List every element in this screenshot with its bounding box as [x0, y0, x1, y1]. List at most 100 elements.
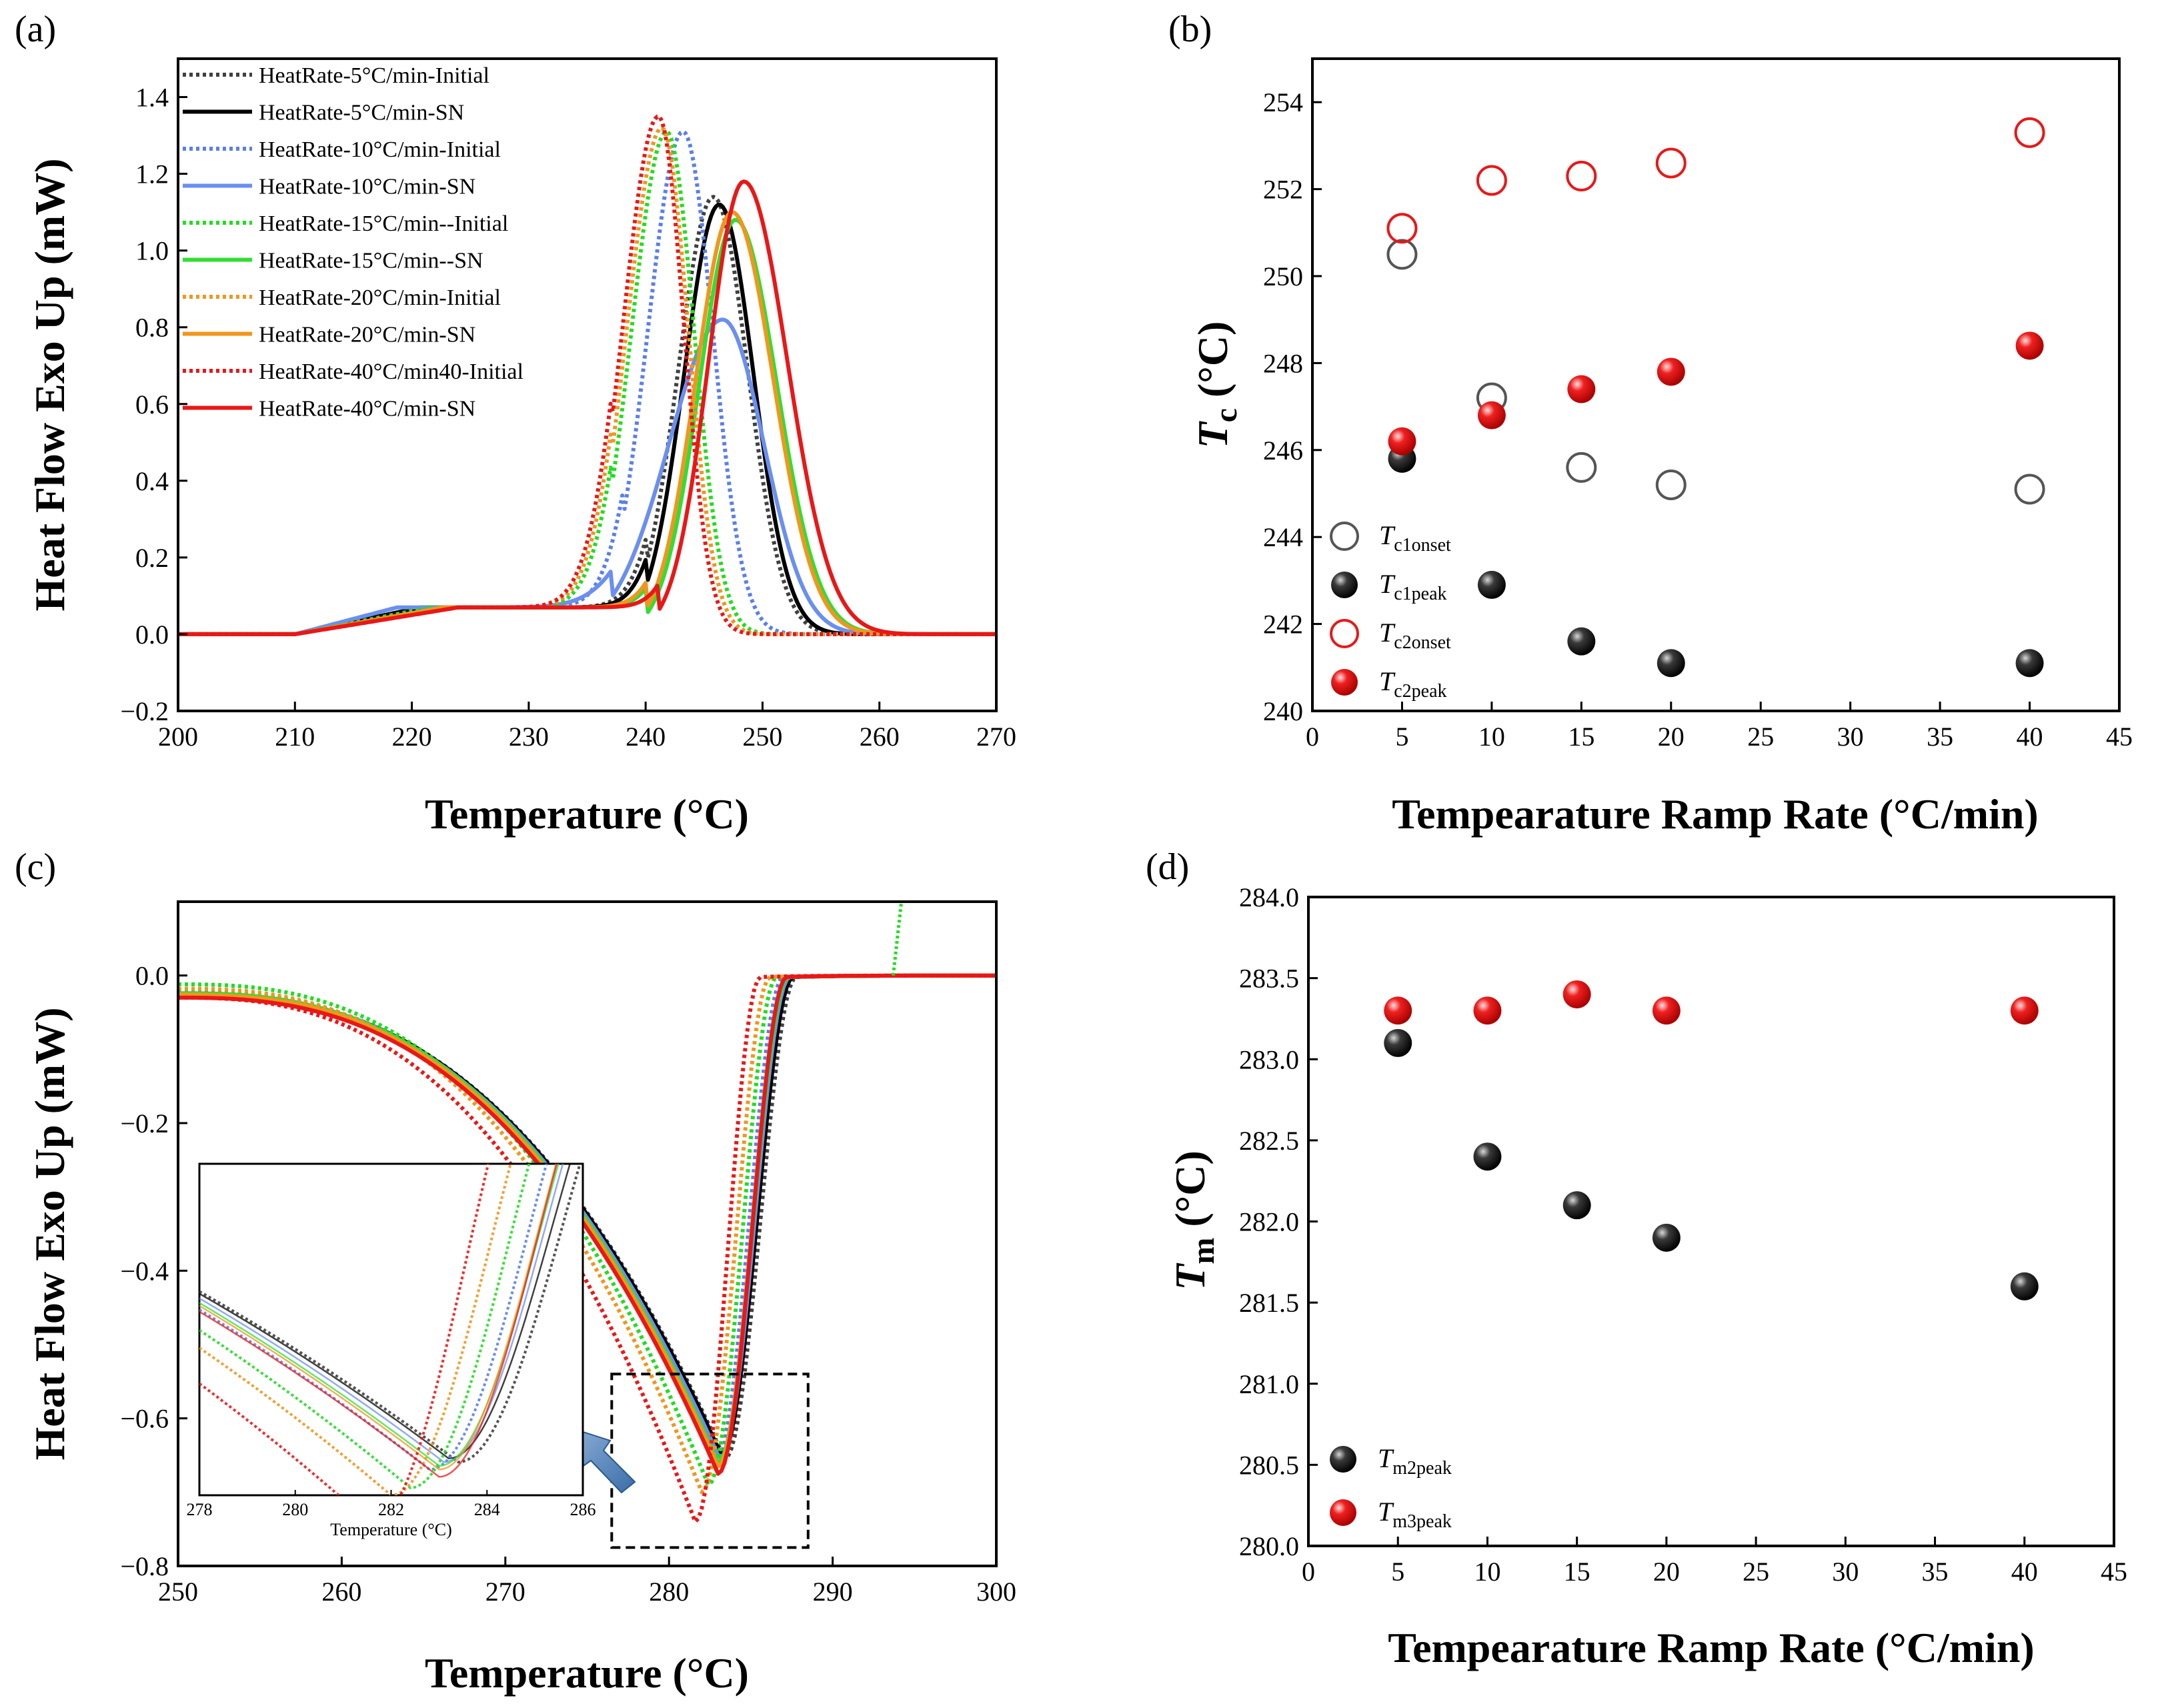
- panel-label-b: (b): [1168, 9, 1212, 50]
- y-tick-label: −0.4: [120, 1256, 169, 1286]
- legend-label: Tc1peak: [1379, 569, 1447, 604]
- data-point: [1652, 1223, 1681, 1252]
- x-tick-label: 280: [649, 1577, 689, 1607]
- x-tick-label: 0: [1302, 1557, 1315, 1587]
- panel-label-a: (a): [15, 9, 56, 50]
- series-line: [178, 973, 996, 1495]
- x-tick-label: 10: [1474, 1557, 1500, 1587]
- legend-marker: [1331, 669, 1358, 696]
- panel-c-x-ticks: 250 260 270 280 290 300: [158, 1557, 1016, 1607]
- y-tick-label: 281.0: [1239, 1369, 1299, 1399]
- x-tick-label: 230: [509, 722, 549, 752]
- legend-label: HeatRate-15°C/min--Initial: [259, 211, 508, 236]
- panel-d-x-axis-title: Tempearature Ramp Rate (°C/min): [1388, 1624, 2034, 1671]
- panel-b-y-axis-subscript: c: [1208, 408, 1244, 422]
- y-tick-label: 0.8: [135, 313, 169, 343]
- data-point: [1657, 649, 1685, 678]
- legend-marker: [1331, 572, 1358, 598]
- y-tick-label: 280.0: [1239, 1531, 1299, 1561]
- panel-b-y-axis-symbol: T: [1189, 420, 1236, 448]
- panel-d: 0 5 10 15 20 25 30 35 40 45 280.0280.5281.0281.52…: [1166, 882, 2127, 1671]
- data-point: [1562, 1191, 1591, 1220]
- data-point: [2010, 1272, 2039, 1301]
- x-tick-label: 5: [1395, 722, 1408, 752]
- panel-d-points: [1384, 980, 2039, 1301]
- y-tick-label: −0.6: [120, 1404, 169, 1434]
- y-tick-label: 281.5: [1239, 1288, 1299, 1318]
- panel-a-x-axis-title: Temperature (°C): [425, 790, 749, 838]
- x-tick-label: 250: [742, 722, 782, 752]
- data-point: [1473, 1142, 1502, 1171]
- data-point: [1388, 427, 1416, 456]
- legend-label: HeatRate-20°C/min-Initial: [259, 285, 501, 310]
- data-point: [1657, 357, 1685, 386]
- legend-label: HeatRate-10°C/min-Initial: [259, 137, 501, 162]
- x-tick-label: 20: [1653, 1557, 1680, 1587]
- panel-d-y-axis-title: Tm (°C): [1166, 1150, 1221, 1291]
- x-tick-label: 15: [1568, 722, 1594, 752]
- panel-c: 278 280 282 284 286 Temperature (°C) 250 260 27…: [26, 900, 1016, 1697]
- legend-label: Tc2onset: [1379, 618, 1451, 653]
- x-tick-label: 35: [1927, 722, 1953, 752]
- y-tick-label: 254: [1263, 87, 1303, 117]
- data-point: [1655, 147, 1687, 179]
- x-tick-label: 25: [1747, 722, 1774, 752]
- inset-series-line: [199, 1164, 558, 1471]
- panel-c-y-ticks: −0.8 −0.6 −0.4 −0.2 0.0: [120, 961, 187, 1581]
- data-point: [1386, 213, 1418, 244]
- x-tick-label: 35: [1922, 1557, 1949, 1587]
- legend-subscript: m2peak: [1392, 1458, 1452, 1479]
- y-tick-label: 1.0: [135, 236, 169, 266]
- panel-d-y-axis-subscript: m: [1186, 1238, 1221, 1264]
- data-point: [2015, 649, 2044, 678]
- legend-marker: [1330, 1499, 1356, 1526]
- panel-c-frame: [177, 900, 998, 1567]
- panel-a-frame: [177, 57, 998, 712]
- inset-x-axis-title: Temperature (°C): [330, 1520, 452, 1539]
- x-tick-label: 20: [1658, 722, 1685, 752]
- y-tick-label: 242: [1263, 610, 1303, 640]
- panel-d-y-axis-unit: (°C): [1166, 1150, 1214, 1237]
- data-point: [1652, 996, 1681, 1025]
- x-tick-label: 240: [626, 722, 666, 752]
- data-point: [2014, 117, 2045, 148]
- x-tick-label: 260: [321, 1577, 361, 1607]
- x-tick-label: 300: [976, 1577, 1016, 1607]
- legend-symbol: T: [1378, 1443, 1394, 1473]
- y-tick-label: 246: [1263, 436, 1303, 466]
- legend-subscript: c2peak: [1394, 681, 1446, 702]
- legend-label: HeatRate-20°C/min-SN: [259, 323, 475, 347]
- panel-b-x-axis-title: Tempearature Ramp Rate (°C/min): [1392, 790, 2038, 838]
- legend-subscript: c2onset: [1394, 632, 1451, 653]
- x-tick-label: 45: [2106, 722, 2133, 752]
- data-point: [1566, 452, 1597, 483]
- panel-a-x-ticks: 200 210 220 230 240 250 260 270: [158, 702, 1016, 752]
- y-tick-label: 248: [1263, 348, 1303, 378]
- inset-x-tick-label: 280: [282, 1500, 308, 1519]
- panel-b-points: [1386, 117, 2045, 678]
- series-line: [178, 217, 996, 636]
- data-point: [1566, 161, 1597, 192]
- y-tick-label: 240: [1263, 696, 1303, 726]
- inset-x-tick-label: 282: [378, 1500, 404, 1519]
- panel-d-frame: [1307, 896, 2115, 1547]
- legend-symbol: T: [1379, 569, 1396, 599]
- legend-marker: [1330, 619, 1359, 648]
- data-point: [1655, 469, 1687, 500]
- data-point: [2015, 331, 2044, 360]
- legend-subscript: m3peak: [1392, 1511, 1452, 1532]
- y-tick-label: 282.0: [1239, 1207, 1299, 1237]
- panel-b-x-ticks: 0 5 10 15 20 25 30 35 40 45: [1306, 702, 2133, 752]
- legend-subscript: c1peak: [1394, 584, 1446, 604]
- inset-series-line: [199, 1164, 558, 1478]
- y-tick-label: −0.2: [120, 1108, 169, 1138]
- y-tick-label: 1.2: [135, 159, 169, 189]
- data-point: [1567, 375, 1596, 403]
- y-tick-label: −0.8: [120, 1551, 169, 1581]
- panel-a-y-axis-title: Heat Flow Exo Up (mW): [26, 158, 73, 611]
- x-tick-label: 30: [1837, 722, 1864, 752]
- panel-b-y-ticks: 240 242 244 246 248 250 252 254: [1263, 87, 1322, 726]
- legend-marker: [1330, 522, 1359, 551]
